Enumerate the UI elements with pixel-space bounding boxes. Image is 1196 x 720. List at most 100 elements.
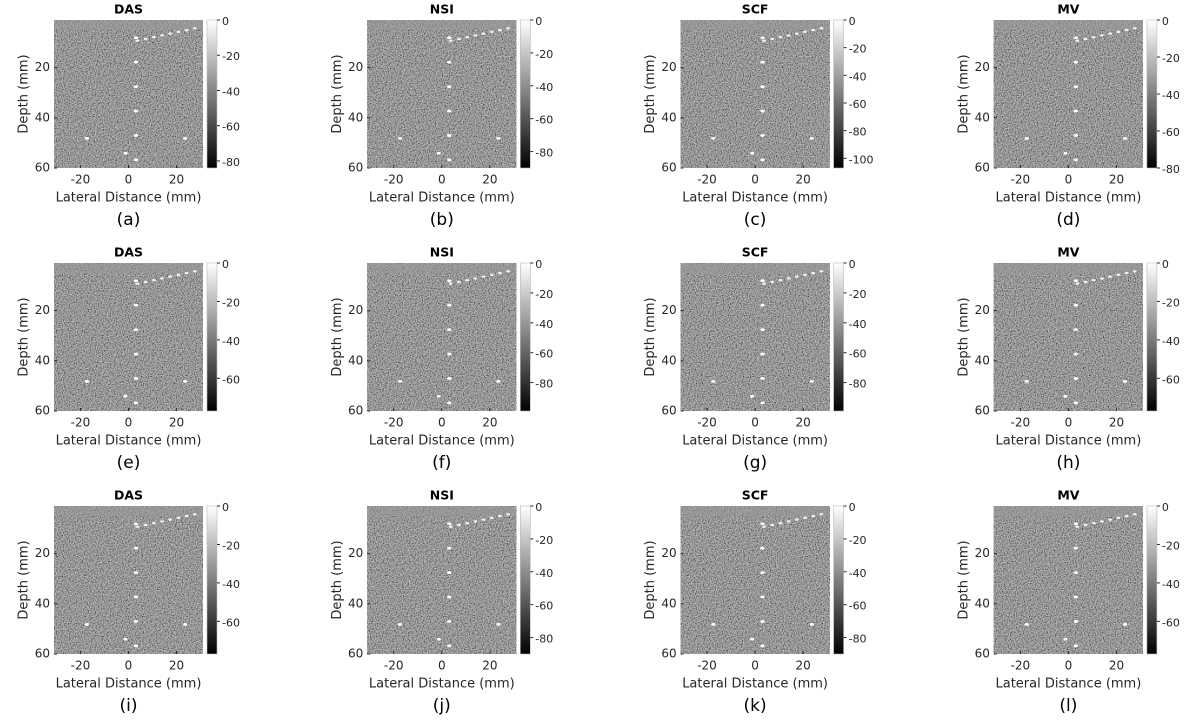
y-axis-label: Depth (mm) xyxy=(956,54,971,133)
point-target xyxy=(1108,32,1113,35)
point-target xyxy=(760,546,765,550)
y-tick-label: 60 xyxy=(975,647,990,661)
x-tick-label: -20 xyxy=(1011,173,1031,187)
point-target xyxy=(1075,525,1080,528)
y-tick-label: 60 xyxy=(975,161,990,175)
point-target xyxy=(760,620,765,623)
colorbar-tick-label: -20 xyxy=(1162,296,1180,309)
point-target xyxy=(123,637,128,641)
point-target xyxy=(447,401,452,405)
point-target xyxy=(160,520,165,523)
title: NSI xyxy=(430,245,454,260)
point-target xyxy=(133,377,139,380)
point-target xyxy=(760,644,765,648)
title: MV xyxy=(1057,245,1079,260)
y-tick-label: 20 xyxy=(975,303,990,317)
point-target xyxy=(436,637,441,641)
point-target xyxy=(497,514,502,518)
speckle-image xyxy=(993,263,1143,411)
point-target xyxy=(1124,514,1129,518)
point-target xyxy=(447,644,452,648)
near-field-band xyxy=(993,506,1143,516)
point-target xyxy=(447,303,452,307)
x-tick-label: 20 xyxy=(1109,416,1124,430)
speckle-image xyxy=(993,506,1143,654)
point-target xyxy=(1073,279,1079,283)
x-axis-label: Lateral Distance (mm) xyxy=(682,677,828,692)
x-tick-label: -20 xyxy=(697,416,717,430)
point-target xyxy=(160,277,165,280)
point-target xyxy=(778,278,783,282)
point-target xyxy=(489,273,494,277)
panel-caption: (a) xyxy=(117,210,141,230)
y-tick-label: 20 xyxy=(661,60,676,74)
point-target xyxy=(160,34,165,37)
point-target xyxy=(135,282,140,285)
point-target xyxy=(397,623,403,626)
speckle-image xyxy=(367,20,517,168)
point-target xyxy=(770,280,775,284)
point-target xyxy=(448,282,453,285)
colorbar-tick-label: 0 xyxy=(222,15,229,28)
colorbar-tick-label: -60 xyxy=(1162,373,1180,386)
point-target xyxy=(133,546,139,550)
colorbar-tick-label: -20 xyxy=(222,539,240,552)
colorbar xyxy=(519,262,531,412)
colorbar-tick-label: -20 xyxy=(849,534,867,547)
point-target xyxy=(778,35,783,39)
point-target xyxy=(794,32,799,35)
colorbar-tick-label: -20 xyxy=(1162,539,1180,552)
y-tick-label: 40 xyxy=(661,353,676,367)
point-target xyxy=(1083,523,1088,527)
y-axis-label: Depth (mm) xyxy=(330,297,345,376)
point-target xyxy=(447,620,452,623)
x-tick-label: 0 xyxy=(1065,659,1073,673)
y-axis-label: Depth (mm) xyxy=(643,297,658,376)
colorbar-tick-label: -80 xyxy=(535,147,553,160)
point-target xyxy=(133,279,139,283)
y-tick-label: 40 xyxy=(35,596,50,610)
point-target xyxy=(447,328,452,331)
colorbar-tick-label: -20 xyxy=(849,288,867,301)
point-target xyxy=(436,151,441,155)
x-axis-label: Lateral Distance (mm) xyxy=(682,191,828,206)
point-target xyxy=(762,282,767,285)
point-target xyxy=(760,401,765,405)
point-target xyxy=(184,28,189,32)
colorbar xyxy=(206,505,218,655)
y-tick-label: 20 xyxy=(35,303,50,317)
colorbar xyxy=(833,505,844,655)
point-target xyxy=(506,513,511,516)
point-target xyxy=(151,35,156,39)
point-target xyxy=(1073,644,1079,648)
x-tick-label: -20 xyxy=(384,659,404,673)
colorbar-tick-label: -60 xyxy=(1162,616,1180,629)
colorbar-tick-label: -40 xyxy=(1162,89,1180,102)
point-target xyxy=(182,137,188,140)
x-tick-label: 0 xyxy=(1065,416,1073,430)
y-axis-label: Depth (mm) xyxy=(643,540,658,619)
point-target xyxy=(1083,280,1088,284)
panel-caption: (e) xyxy=(117,453,141,473)
y-axis-label: Depth (mm) xyxy=(17,540,32,619)
point-target xyxy=(133,352,139,356)
y-tick-label: 60 xyxy=(35,161,50,175)
panel-caption: (b) xyxy=(430,210,454,230)
y-tick-label: 20 xyxy=(348,60,363,74)
point-target xyxy=(397,137,403,140)
y-tick-label: 20 xyxy=(348,546,363,560)
x-tick-label: -20 xyxy=(71,416,91,430)
x-axis-label: Lateral Distance (mm) xyxy=(369,191,515,206)
point-target xyxy=(1063,637,1068,641)
colorbar-tick-label: -60 xyxy=(535,600,553,613)
colorbar-tick-label: -60 xyxy=(222,121,240,134)
colorbar-tick-label: 0 xyxy=(1162,258,1169,271)
y-tick-label: 60 xyxy=(661,647,676,661)
point-target xyxy=(143,37,148,41)
point-target xyxy=(168,518,173,521)
point-target xyxy=(506,27,511,30)
colorbar-tick-label: -80 xyxy=(1162,163,1180,176)
point-target xyxy=(809,380,814,383)
point-target xyxy=(711,137,716,140)
